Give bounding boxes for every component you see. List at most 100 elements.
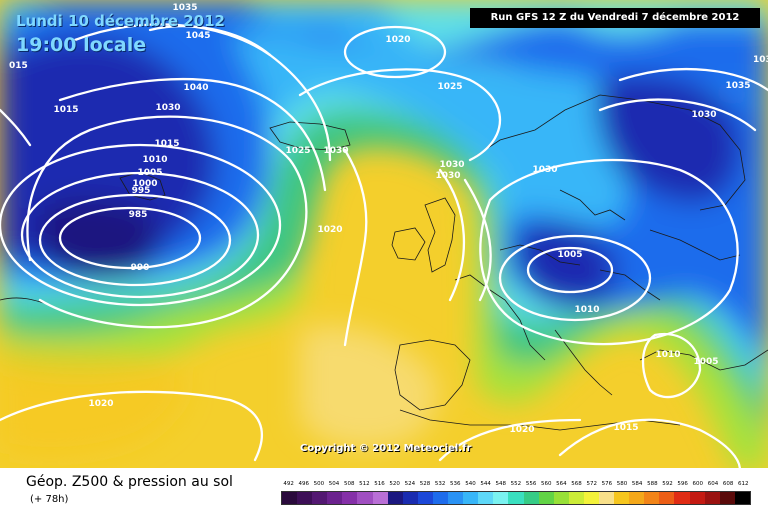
isobar-label: 1010 [142,155,167,165]
isobar-label: 995 [132,186,151,196]
scale-swatch [523,492,539,504]
isobar-label: 1030 [323,146,348,156]
isobar-label: 1040 [183,83,208,93]
forecast-time: 19:00 locale [16,34,147,56]
scale-swatch [448,492,464,504]
field-title: Géop. Z500 & pression au sol [26,474,233,490]
scale-value: 556 [525,481,537,487]
scale-value: 504 [328,481,340,487]
forecast-date: Lundi 10 décembre 2012 [16,12,225,30]
isobar-label: 1000 [132,179,157,189]
legend-panel: Géop. Z500 & pression au sol (+ 78h) 492… [0,468,768,512]
scale-value: 560 [540,481,552,487]
color-scale-values: 492 496 500 504 508 512 516 520 524 528 532 536 540 5… [281,481,751,491]
scale-value: 564 [556,481,567,487]
isobar-label: 990 [131,263,150,273]
scale-swatch [297,492,313,504]
scale-swatch [508,492,524,504]
isobar-label: 1045 [185,31,210,41]
scale-value: 536 [450,481,461,487]
scale-swatch [432,492,449,504]
isobar-label: 1015 [154,139,179,149]
scale-value: 516 [374,481,385,487]
scale-swatch [387,492,403,504]
scale-swatch [629,492,645,504]
scale-value: 532 [434,481,446,487]
isobar-label: 1030 [155,103,180,113]
isobar-label: 1010 [574,305,599,315]
forecast-offset: (+ 78h) [30,494,69,505]
scale-swatch [327,492,343,504]
scale-value: 568 [571,481,582,487]
scale-swatch [689,492,705,504]
scale-value: 492 [283,481,294,487]
scale-swatch [372,492,388,504]
scale-swatch [568,492,584,504]
scale-value: 520 [389,481,400,487]
scale-value: 552 [510,481,522,487]
scale-swatch [734,492,750,504]
isobar-label: 1020 [317,225,342,235]
isobar-labels: 1035 1045 1040 1030 1015 1015 1010 1005 … [9,3,768,435]
scale-value: 584 [631,481,643,487]
weather-map: 1035 1045 1040 1030 1015 1015 1010 1005 … [0,0,768,468]
scale-swatch [538,492,554,504]
scale-swatch [357,492,373,504]
scale-swatch [282,492,298,504]
scale-value: 524 [404,481,416,487]
isobar-label: 1010 [655,350,680,360]
isobar-label: 1030 [435,171,460,181]
scale-swatch [312,492,328,504]
scale-value: 500 [313,481,325,487]
scale-value: 540 [465,481,476,487]
isobar-label: 1035 [725,81,750,91]
scale-value: 588 [647,481,658,487]
scale-swatch [719,492,735,504]
scale-value: 548 [495,481,507,487]
color-scale-bar [281,491,751,505]
scale-swatch [583,492,599,504]
scale-value: 512 [359,481,370,487]
scale-swatch [478,492,494,504]
scale-value: 544 [480,481,491,487]
isobar-label: 015 [9,61,28,71]
scale-swatch [598,492,615,504]
scale-value: 580 [616,481,628,487]
scale-value: 596 [677,481,688,487]
scale-swatch [674,492,690,504]
scale-swatch [704,492,720,504]
isobar-label: 1005 [557,250,582,260]
scale-swatch [553,492,569,504]
copyright-notice: Copyright © 2012 Meteociel.fr [300,443,472,454]
model-run-label: Run GFS 12 Z du Vendredi 7 décembre 2012 [470,8,760,28]
isobar-label: 103 [753,55,768,65]
isobar-label: 1015 [53,105,78,115]
scale-value: 600 [692,481,704,487]
scale-swatch [342,492,358,504]
isobars [0,23,768,468]
scale-value: 496 [298,481,309,487]
scale-swatch [402,492,418,504]
isobar-label: 985 [129,210,148,220]
isobar-label: 1030 [439,160,464,170]
scale-value: 508 [343,481,355,487]
scale-value: 572 [586,481,597,487]
isobar-label: 1020 [88,399,113,409]
isobar-label: 1035 [172,3,197,13]
isobar-label: 1005 [693,357,718,367]
scale-swatch [417,492,433,504]
scale-swatch [493,492,509,504]
scale-value: 592 [662,481,673,487]
scale-value: 604 [707,481,719,487]
isobar-label: 1020 [385,35,410,45]
scale-swatch [644,492,660,504]
isobar-label: 1030 [532,165,557,175]
isobar-label: 1015 [613,423,638,433]
scale-swatch [659,492,675,504]
isobar-label: 1025 [285,146,310,156]
scale-value: 576 [601,481,613,487]
isobar-label: 1020 [509,425,534,435]
scale-value: 608 [722,481,734,487]
isobar-label: 1030 [691,110,716,120]
scale-value: 528 [419,481,431,487]
